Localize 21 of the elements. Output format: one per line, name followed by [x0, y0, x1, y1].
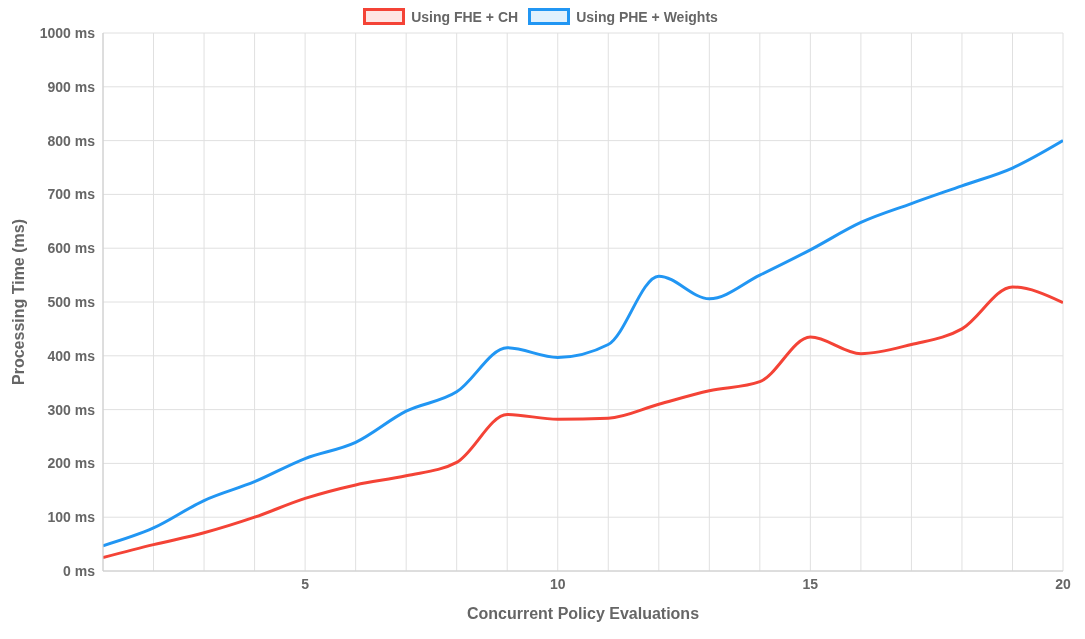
y-tick-label: 400 ms — [47, 347, 96, 364]
legend-label: Using FHE + CH — [411, 8, 519, 25]
y-tick-label: 600 ms — [47, 240, 96, 257]
legend-label: Using PHE + Weights — [576, 8, 718, 25]
y-tick-label: 800 ms — [47, 132, 96, 149]
line-series — [103, 139, 1063, 548]
x-tick-label: 20 — [1055, 575, 1071, 592]
x-axis-title: Concurrent Policy Evaluations — [466, 605, 700, 622]
y-tick-label: 900 ms — [47, 78, 96, 95]
x-tick-label: 10 — [549, 575, 566, 592]
y-tick-label: 700 ms — [47, 186, 96, 203]
line-series — [103, 285, 1063, 560]
y-tick-label: 100 ms — [47, 509, 96, 526]
y-axis-title: Processing Time (ms) — [9, 219, 27, 385]
y-tick-label: 200 ms — [47, 455, 96, 472]
y-tick-label: 1000 ms — [39, 24, 96, 41]
y-tick-label: 500 ms — [47, 293, 96, 310]
x-tick-label: 5 — [301, 575, 310, 592]
y-tick-label: 300 ms — [47, 401, 96, 418]
y-tick-label: 0 ms — [63, 562, 96, 579]
x-tick-label: 15 — [802, 575, 819, 592]
